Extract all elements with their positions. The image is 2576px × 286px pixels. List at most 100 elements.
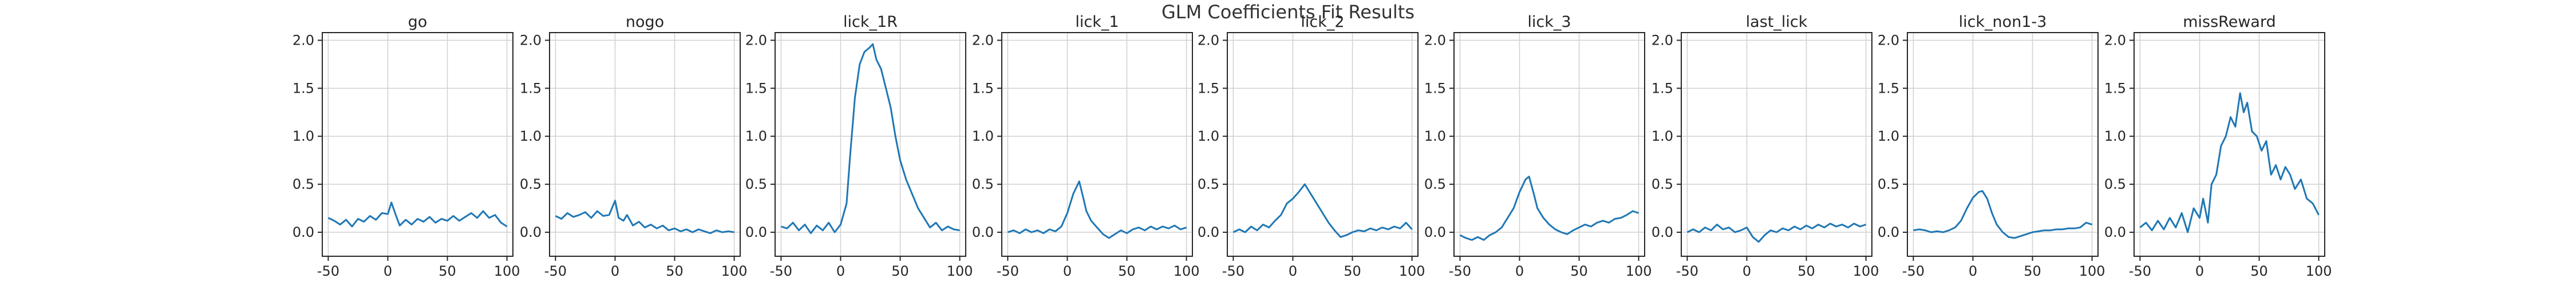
subplot-lick_non1-3: -50 0 50 100 0.0 0.5 1.0 1.5 2.0 lick_non1-3 xyxy=(1878,13,2105,279)
series-line xyxy=(1460,177,1638,240)
x-tick-label: 0 xyxy=(1063,263,1072,279)
subplot-title: lick_1 xyxy=(1075,13,1119,31)
x-tick-label: -50 xyxy=(2129,263,2151,279)
y-tick-label: 2.0 xyxy=(2104,32,2126,48)
x-tick-label: 100 xyxy=(1174,263,1200,279)
x-tick-label: 50 xyxy=(666,263,683,279)
x-tick-label: -50 xyxy=(1902,263,1925,279)
y-tick-label: 0.0 xyxy=(2104,224,2126,240)
subplot-lick_3: -50 0 50 100 0.0 0.5 1.0 1.5 2.0 lick_3 xyxy=(1424,13,1652,279)
x-tick-label: 0 xyxy=(836,263,845,279)
x-tick-label: 50 xyxy=(1797,263,1815,279)
x-tick-label: 50 xyxy=(2250,263,2268,279)
x-tick-label: 0 xyxy=(611,263,619,279)
y-tick-label: 0.0 xyxy=(972,224,994,240)
y-tick-label: 1.5 xyxy=(1424,80,1446,96)
axes-frame xyxy=(1681,33,1872,256)
y-tick-label: 1.5 xyxy=(2104,80,2126,96)
x-tick-label: 50 xyxy=(1344,263,1361,279)
subplot-title: last_lick xyxy=(1746,13,1808,31)
x-tick-label: -50 xyxy=(1222,263,1244,279)
x-tick-label: 100 xyxy=(1399,263,1425,279)
y-tick-label: 1.5 xyxy=(1878,80,1899,96)
y-tick-label: 1.0 xyxy=(1198,128,1219,144)
x-tick-label: 0 xyxy=(1289,263,1297,279)
y-tick-label: 0.5 xyxy=(520,176,542,192)
y-tick-label: 0.5 xyxy=(293,176,314,192)
series-line xyxy=(555,201,734,233)
series-line xyxy=(1687,224,1866,242)
x-tick-label: 0 xyxy=(1515,263,1524,279)
y-tick-label: 0.0 xyxy=(1424,224,1446,240)
x-tick-label: 0 xyxy=(1969,263,1977,279)
x-tick-label: -50 xyxy=(317,263,339,279)
x-tick-label: -50 xyxy=(770,263,792,279)
subplot-title: missReward xyxy=(2183,13,2276,31)
y-tick-label: 1.5 xyxy=(1198,80,1219,96)
x-tick-label: 50 xyxy=(438,263,456,279)
series-line xyxy=(781,44,959,233)
y-tick-label: 1.0 xyxy=(1652,128,1673,144)
subplot-title: nogo xyxy=(626,13,664,31)
subplot-last_lick: -50 0 50 100 0.0 0.5 1.0 1.5 2.0 last_lick xyxy=(1652,13,1879,279)
x-tick-label: 0 xyxy=(1743,263,1751,279)
series-line xyxy=(1008,181,1186,238)
series-line xyxy=(1913,191,2092,238)
y-tick-label: 2.0 xyxy=(745,32,767,48)
x-tick-label: 0 xyxy=(384,263,392,279)
y-tick-label: 1.5 xyxy=(972,80,994,96)
y-tick-label: 1.0 xyxy=(293,128,314,144)
subplot-lick_2: -50 0 50 1000.00.51.01.52.0lick_2 xyxy=(1198,13,1425,279)
y-tick-label: 0.5 xyxy=(972,176,994,192)
y-tick-label: 1.5 xyxy=(745,80,767,96)
axes-frame xyxy=(1002,33,1192,256)
y-tick-label: 1.0 xyxy=(520,128,542,144)
x-tick-label: 100 xyxy=(2306,263,2332,279)
y-tick-label: 1.0 xyxy=(745,128,767,144)
x-tick-label: 50 xyxy=(1118,263,1136,279)
subplot-missReward: -50 0 50 1000.00.51.01.52.0missReward xyxy=(2104,13,2332,279)
y-tick-label: 1.5 xyxy=(520,80,542,96)
y-tick-label: 0.0 xyxy=(293,224,314,240)
x-tick-label: -50 xyxy=(997,263,1019,279)
y-tick-label: 2.0 xyxy=(520,32,542,48)
subplot-title: lick_1R xyxy=(843,13,898,31)
x-tick-label: 50 xyxy=(2024,263,2041,279)
axes-frame xyxy=(1454,33,1645,256)
y-tick-label: 1.5 xyxy=(293,80,314,96)
y-tick-label: 1.0 xyxy=(972,128,994,144)
y-tick-label: 0.0 xyxy=(1878,224,1899,240)
y-tick-label: 2.0 xyxy=(1878,32,1899,48)
x-tick-label: 100 xyxy=(2079,263,2105,279)
x-tick-label: 100 xyxy=(1626,263,1652,279)
x-tick-label: 100 xyxy=(494,263,520,279)
y-tick-label: 0.0 xyxy=(745,224,767,240)
y-tick-label: 0.0 xyxy=(1652,224,1673,240)
y-tick-label: 0.5 xyxy=(2104,176,2126,192)
y-tick-label: 1.0 xyxy=(1878,128,1899,144)
subplot-title: lick_3 xyxy=(1527,13,1571,31)
axes-frame xyxy=(775,33,966,256)
y-tick-label: 1.0 xyxy=(1424,128,1446,144)
x-tick-label: -50 xyxy=(1676,263,1698,279)
subplot-go: -50 0 50 100 0.0 0.5 1.0 1.5 2.0 go xyxy=(293,13,520,279)
x-tick-label: 100 xyxy=(721,263,748,279)
y-tick-label: 0.0 xyxy=(1198,224,1219,240)
subplot-lick_1: -50 0 50 100 0.0 0.5 1.0 1.5 2.0 lick_1 xyxy=(972,13,1200,279)
y-tick-label: 1.0 xyxy=(2104,128,2126,144)
y-tick-label: 1.5 xyxy=(1652,80,1673,96)
y-tick-label: 0.5 xyxy=(1878,176,1899,192)
subplot-lick_1R: -50 0 50 100 0.0 0.5 1.0 1.5 2.0 lick_1R xyxy=(745,13,973,279)
x-tick-label: -50 xyxy=(1449,263,1471,279)
x-tick-label: 50 xyxy=(1570,263,1588,279)
x-tick-label: 100 xyxy=(1853,263,1879,279)
axes-frame xyxy=(550,33,740,256)
y-tick-label: 2.0 xyxy=(1652,32,1673,48)
subplot-title: go xyxy=(408,13,428,31)
axes-frame xyxy=(2134,33,2325,256)
y-tick-label: 0.0 xyxy=(520,224,542,240)
axes-frame xyxy=(1227,33,1418,256)
y-tick-label: 2.0 xyxy=(293,32,314,48)
series-line xyxy=(328,202,507,227)
